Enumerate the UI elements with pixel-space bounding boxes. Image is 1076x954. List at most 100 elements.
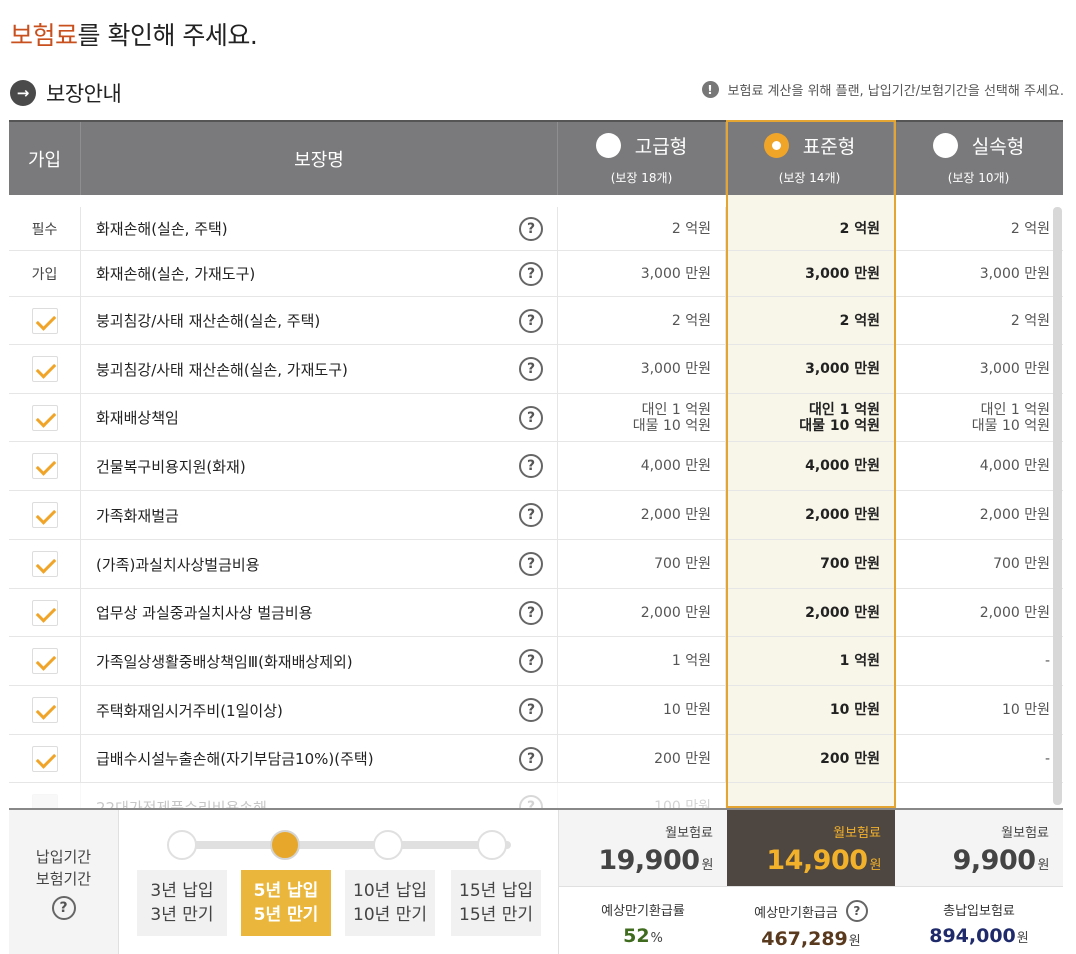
standard-value: 2 억원 [839, 220, 880, 237]
standard-value: 2,000 만원 [805, 604, 880, 621]
premium-value: 10 만원 [558, 686, 726, 734]
term-option-5y[interactable]: 5년 납입 5년 만기 [241, 870, 331, 936]
total-paid: 총납입보험료 894,000원 [929, 904, 1029, 947]
coverage-name: 화재배상책임? [81, 394, 558, 441]
term-option-10y[interactable]: 10년 납입 10년 만기 [345, 870, 435, 936]
refund-rate: 예상만기환급률 52% [601, 904, 685, 947]
table-row: 건물복구비용지원(화재)? 4,000 만원 4,000 만원 4,000 만원 [9, 442, 1063, 491]
term-option-3y[interactable]: 3년 납입 3년 만기 [137, 870, 227, 936]
help-icon[interactable]: ? [519, 552, 543, 576]
summary: 예상만기환급률 52% 예상만기환급금? 467,289원 총납입보험료 894… [559, 886, 1063, 954]
slider-knob-3y[interactable] [167, 830, 197, 860]
premium-label: 월보험료 [665, 826, 713, 841]
table-row: 가족화재벌금? 2,000 만원 2,000 만원 2,000 만원 [9, 491, 1063, 540]
table-row: 필수 화재손해(실손, 주택)? 2 억원 2 억원 2 억원 [9, 207, 1063, 251]
economy-value: 2,000 만원 [979, 604, 1050, 621]
checkbox-checked[interactable] [31, 453, 58, 479]
notice-text: 보험료 계산을 위해 플랜, 납입기간/보험기간을 선택해 주세요. [727, 84, 1064, 99]
help-icon[interactable]: ? [519, 746, 543, 771]
page-title: 보험료를 확인해 주세요. [10, 16, 258, 52]
help-icon[interactable]: ? [519, 261, 543, 286]
economy-value: 700 만원 [993, 556, 1050, 572]
checkbox-checked[interactable] [31, 697, 58, 723]
checkbox-checked[interactable] [31, 356, 58, 382]
standard-value: 3,000 만원 [805, 265, 880, 282]
slider-knob-15y[interactable] [477, 830, 507, 860]
help-icon[interactable]: ? [519, 649, 543, 673]
plan-label: 고급형 [634, 135, 688, 158]
premium-value: 100 만원 [558, 783, 726, 808]
premium-value: 700 만원 [558, 540, 726, 588]
standard-value: 4,000 만원 [805, 458, 880, 474]
table-header: 가입 보장명 고급형 (보장 18개) 표준형 (보장 14개) 실속형 (보장… [9, 120, 1063, 195]
standard-value: 대인 1 억원 대물 10 억원 [799, 401, 880, 434]
checkbox-checked[interactable] [31, 599, 58, 626]
coverage-name: 가족일상생활중배상책임Ⅲ(화재배상제외)? [81, 637, 558, 685]
table-row: (가족)과실치사상벌금비용? 700 만원 700 만원 700 만원 [9, 540, 1063, 589]
standard-value: 10 만원 [829, 702, 880, 718]
plan-economy-option[interactable]: 실속형 (보장 10개) [894, 122, 1063, 195]
header-join: 가입 [9, 122, 81, 195]
economy-value: 10 만원 [1001, 702, 1050, 718]
help-icon[interactable]: ? [519, 600, 543, 625]
plan-premium-option[interactable]: 고급형 (보장 18개) [558, 122, 726, 195]
premium-value: 1 억원 [558, 637, 726, 685]
premium-value: 대인 1 억원 대물 10 억원 [558, 394, 726, 441]
refund-amount: 예상만기환급금? 467,289원 [727, 887, 895, 954]
scrollbar[interactable] [1053, 207, 1062, 805]
slider-knob-10y[interactable] [373, 830, 403, 860]
radio-selected-icon[interactable] [763, 132, 789, 158]
plan-standard-option[interactable]: 표준형 (보장 14개) [726, 122, 894, 195]
checkbox-checked[interactable] [31, 745, 58, 772]
premium-value: 2 억원 [558, 207, 726, 250]
premium-value: 2,000 만원 [558, 491, 726, 539]
standard-value: 3,000 만원 [805, 361, 880, 377]
plan-label: 표준형 [802, 135, 856, 158]
radio-icon[interactable] [932, 132, 958, 158]
checkbox-checked[interactable] [31, 502, 58, 528]
help-icon[interactable]: ? [519, 308, 543, 333]
section-title: 보장안내 [46, 82, 122, 106]
table-row: 가족일상생활중배상책임Ⅲ(화재배상제외)? 1 억원 1 억원 - [9, 637, 1063, 686]
radio-icon[interactable] [595, 132, 621, 158]
join-label: 가입 [9, 251, 81, 296]
help-icon[interactable]: ? [519, 357, 543, 381]
help-icon[interactable]: ? [519, 503, 543, 527]
checkbox-checked[interactable] [31, 404, 58, 431]
table-row: 주택화재임시거주비(1일이상)? 10 만원 10 만원 10 만원 [9, 686, 1063, 735]
standard-value: 200 만원 [820, 750, 880, 767]
premium-value: 3,000 만원 [558, 345, 726, 393]
term-option-15y[interactable]: 15년 납입 15년 만기 [451, 870, 541, 936]
coverage-name: 22대가전제품수리비용손해? [81, 783, 558, 808]
plan-sub: (보장 10개) [947, 170, 1010, 185]
table-row: 붕괴침강/사태 재산손해(실손, 주택)? 2 억원 2 억원 2 억원 [9, 297, 1063, 345]
economy-value: - [1044, 653, 1050, 669]
coverage-name: 건물복구비용지원(화재)? [81, 442, 558, 490]
slider-knob-5y[interactable] [270, 830, 300, 860]
slider-track[interactable] [181, 841, 511, 849]
table-row: 가입 화재손해(실손, 가재도구)? 3,000 만원 3,000 만원 3,0… [9, 251, 1063, 297]
help-icon[interactable]: ? [519, 795, 543, 808]
coverage-name: 붕괴침강/사태 재산손해(실손, 가재도구)? [81, 345, 558, 393]
help-icon[interactable]: ? [519, 216, 543, 241]
checkbox-checked[interactable] [31, 551, 58, 577]
help-icon[interactable]: ? [519, 405, 543, 430]
table-row: 22대가전제품수리비용손해? 100 만원 [9, 783, 1063, 808]
premium-economy: 월보험료 9,900 원 [895, 810, 1063, 886]
payment-period-label: 납입기간 [35, 848, 92, 866]
economy-value: 3,000 만원 [979, 265, 1050, 282]
checkbox-checked[interactable] [31, 648, 58, 674]
help-icon[interactable]: ? [845, 900, 868, 922]
premium-amount: 19,900 [598, 845, 700, 876]
checkbox-checked[interactable] [31, 307, 58, 334]
help-icon[interactable]: ? [51, 896, 76, 920]
term-slider[interactable]: 3년 납입 3년 만기 5년 납입 5년 만기 10년 납입 10년 만기 15년 납… [119, 810, 559, 954]
help-icon[interactable]: ? [519, 698, 543, 722]
help-icon[interactable]: ? [519, 454, 543, 478]
economy-value: 2 억원 [1010, 312, 1050, 329]
premium-amount: 14,900 [766, 845, 868, 876]
economy-value: - [1044, 750, 1050, 767]
coverage-table[interactable]: 필수 화재손해(실손, 주택)? 2 억원 2 억원 2 억원 가입 화재손해(… [9, 195, 1063, 808]
premium-value: 2 억원 [558, 297, 726, 344]
checkbox-unchecked[interactable] [31, 794, 58, 808]
